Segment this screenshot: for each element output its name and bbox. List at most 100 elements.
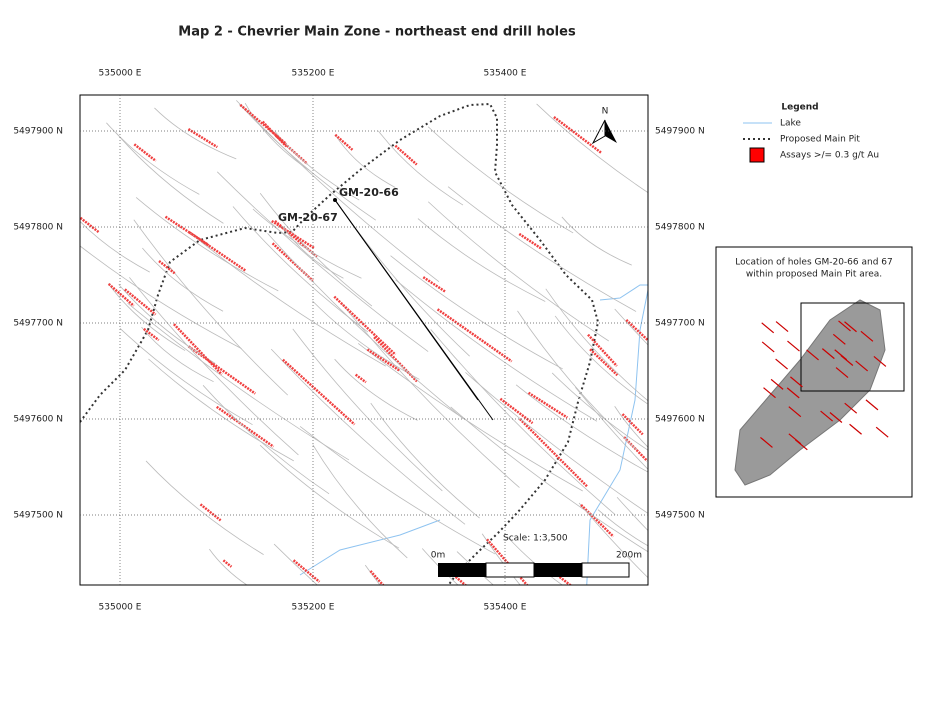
drill-trace [267, 233, 464, 420]
drill-trace [465, 372, 648, 514]
drill-trace [517, 310, 638, 451]
inset-assay [790, 376, 803, 388]
inset-assay [806, 349, 819, 361]
inset-extent [800, 302, 905, 392]
assay [187, 128, 218, 149]
drill-trace [506, 536, 563, 585]
lake-line [299, 519, 441, 576]
drill-trace [578, 502, 648, 579]
drill-trace [259, 444, 400, 549]
assay [80, 215, 100, 234]
assay [621, 413, 644, 436]
north-arrow [605, 120, 617, 143]
drill-trace [417, 218, 546, 302]
inset-assays [760, 320, 889, 451]
assay [222, 559, 233, 568]
assay [173, 323, 223, 376]
inset-caption: within proposed Main Pit area. [746, 270, 882, 280]
inset-assay [855, 360, 869, 372]
inset-assay [849, 423, 862, 435]
proposed-pit [80, 102, 600, 585]
scale-bar [438, 562, 630, 578]
assay [158, 260, 176, 275]
assay [589, 348, 619, 377]
assay [518, 232, 543, 250]
legend-item: Lake [780, 119, 801, 129]
inset-assay [873, 355, 887, 367]
drill-trace [154, 107, 237, 160]
x-label: 535000 E [99, 69, 142, 79]
legend-swatch [749, 147, 765, 163]
inset-assay [840, 355, 854, 366]
drill-trace [614, 406, 648, 448]
assay [334, 133, 354, 151]
drill-trace [127, 302, 350, 461]
assay [580, 504, 615, 538]
drill-trace [129, 277, 299, 456]
map-content [80, 100, 648, 585]
drill-trace [515, 384, 648, 473]
drill-trace [395, 279, 598, 422]
assay [239, 103, 288, 145]
scale-end: 200m [616, 551, 642, 561]
drill-trace [334, 134, 396, 188]
drill-trace [135, 197, 279, 292]
drill-trace [292, 328, 443, 492]
y-label: 5497900 N [655, 127, 705, 137]
drill-trace [145, 460, 264, 555]
inset-pit [734, 299, 886, 486]
map-frame [79, 94, 649, 586]
drill-trace [545, 288, 648, 402]
drill-trace [481, 533, 521, 585]
inset-assay [794, 439, 808, 451]
assay [199, 503, 222, 522]
inset-assay [844, 321, 857, 333]
drill-trace [427, 201, 609, 342]
inset-assay [821, 348, 835, 360]
inset-assay [760, 436, 773, 448]
inset-assay [829, 412, 843, 423]
drill-trace [252, 208, 362, 279]
x-label: 535400 E [484, 69, 527, 79]
drill-trace [377, 130, 464, 206]
inset-assay [775, 358, 788, 370]
drill-trace [148, 358, 294, 462]
x-label: 535000 E [99, 603, 142, 613]
assay [143, 327, 160, 342]
drill-trace [575, 386, 648, 470]
assay [333, 295, 397, 356]
assay [124, 288, 157, 316]
inset-assay [832, 333, 846, 345]
inset-assay [838, 320, 851, 332]
drill-trace [202, 385, 330, 495]
drill-trace [554, 315, 648, 404]
title: Map 2 - Chevrier Main Zone - northeast e… [178, 25, 576, 40]
drill-trace [390, 255, 563, 370]
legend-item: Assays >/= 0.3 g/t Au [780, 151, 879, 161]
y-label: 5497500 N [13, 511, 63, 521]
drill-trace [80, 220, 150, 273]
legend-item: Proposed Main Pit [780, 135, 860, 145]
inset-assay [787, 340, 800, 352]
collar [333, 198, 337, 202]
drill-trace [597, 509, 648, 547]
assay [587, 333, 618, 367]
drill-trace [299, 426, 496, 555]
drill-trace [312, 300, 420, 380]
y-label: 5497600 N [13, 415, 63, 425]
scale-seg [485, 562, 535, 578]
x-label: 535200 E [292, 69, 335, 79]
drill-trace [561, 216, 632, 266]
inset-assay [875, 426, 889, 438]
drill-trace [244, 103, 309, 171]
drill-trace [142, 247, 224, 312]
drill-trace [108, 283, 186, 351]
y-label: 5497900 N [13, 127, 63, 137]
y-label: 5497700 N [13, 319, 63, 329]
assay [164, 215, 210, 247]
assay [292, 559, 321, 583]
scale-seg [534, 563, 582, 577]
hole-label: GM-20-67 [278, 211, 338, 224]
assay [271, 219, 316, 250]
